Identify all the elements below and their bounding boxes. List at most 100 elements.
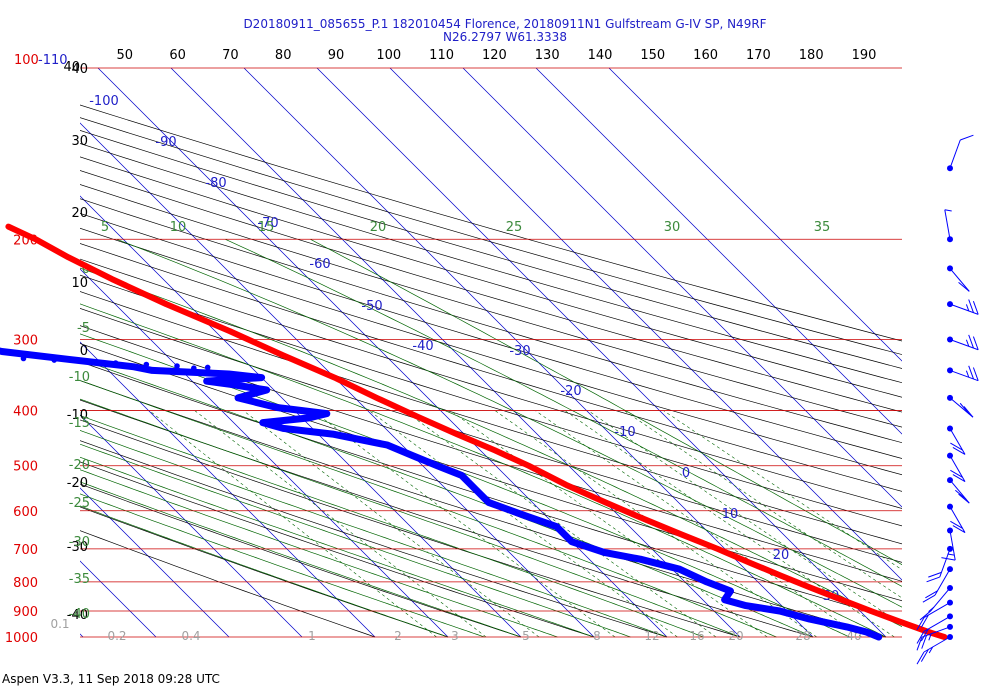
isotherm-label: 0 [682, 466, 690, 481]
isotherm-line [80, 414, 303, 638]
dry-adiabat-line [80, 530, 376, 638]
dry-adiabat-line [80, 419, 741, 638]
moist-adiabat-left-label: -30 [69, 535, 90, 550]
dry-adiabat-line [80, 307, 902, 563]
wind-barb [941, 527, 956, 561]
top-axis-tick-label: 70 [222, 48, 239, 63]
footer-text: Aspen V3.3, 11 Sep 2018 09:28 UTC [2, 672, 220, 686]
moist-adiabat-left-label: 0 [82, 262, 90, 277]
top-axis-labels: 40 50 60 70 80 90 100 110 120 130 140 150 160 170 180 1… [63, 48, 876, 75]
top-axis-tick-label: 60 [169, 48, 186, 63]
chart-title-line1: D20180911_085655_P.1 182010454 Florence,… [243, 17, 766, 31]
isotherm-label: -100 [89, 94, 119, 109]
wind-barbs [916, 134, 979, 665]
dry-adiabat-line [80, 274, 902, 527]
dry-adiabat-line [80, 130, 902, 369]
wind-barb [919, 584, 953, 621]
chart-title-line2: N26.2797 W61.3338 [443, 30, 567, 44]
wind-barb [916, 623, 953, 651]
dry-adiabat-line [80, 156, 902, 398]
dewpoint-point [204, 364, 211, 371]
dewpoint-point [20, 355, 27, 362]
height-tick-label: 10 [71, 276, 88, 291]
wind-barb [922, 566, 953, 603]
moist-adiabat-line [310, 238, 902, 566]
dry-adiabat-label: 15 [258, 220, 275, 235]
top-axis-tick-label: 150 [640, 48, 665, 63]
height-tick-label: -40 [67, 608, 88, 623]
dewpoint-point [82, 358, 88, 365]
dry-adiabat-label: 10 [170, 220, 187, 235]
dry-adiabat-line [80, 461, 595, 638]
top-axis-tick-label: 180 [799, 48, 824, 63]
mixing-ratio-label: 12 [644, 629, 659, 643]
top-axis-tick-label: 80 [275, 48, 292, 63]
isotherm-line [80, 487, 230, 638]
wind-barb [947, 394, 974, 418]
top-axis-tick-label: 140 [588, 48, 613, 63]
dry-adiabat-line [80, 399, 814, 638]
moist-adiabat-left-label: -40 [69, 607, 90, 622]
moist-adiabat-left-label: -20 [69, 458, 90, 473]
isotherm-label: -10 [614, 425, 635, 440]
wind-barb [916, 613, 953, 644]
isotherm-line [608, 68, 902, 362]
dewpoint-point [191, 365, 197, 372]
height-tick-label: -30 [67, 540, 88, 555]
mixing-ratio-label: 2 [394, 629, 402, 643]
isotherm-label: -40 [412, 339, 433, 354]
mixing-ratio-label: 8 [593, 629, 601, 643]
isotherm-label: 20 [773, 548, 790, 563]
isotherm-line [243, 68, 814, 638]
isotherm-line [462, 68, 902, 508]
wind-barb [916, 634, 953, 665]
mixing-ratio-line [450, 410, 768, 638]
mixing-ratio-label: 16 [689, 629, 704, 643]
isotherm-label: -60 [309, 257, 330, 272]
dry-adiabat-line [80, 325, 902, 582]
corner-pressure-label: 100 [14, 53, 39, 68]
wind-barb [947, 365, 979, 382]
dry-adiabat-label: 5 [101, 220, 109, 235]
moist-adiabat-left-label: -15 [69, 416, 90, 431]
wind-barb [947, 334, 979, 351]
top-axis-tick-label: 190 [852, 48, 877, 63]
mixing-ratio-label: 0.4 [181, 629, 200, 643]
isotherm-label: -70 [257, 216, 278, 231]
dry-adiabat-line [80, 343, 902, 602]
pressure-tick-label: 500 [13, 460, 38, 475]
dry-adiabat-line [80, 258, 902, 509]
dry-adiabat-line [80, 213, 902, 459]
top-axis-tick-label: 160 [693, 48, 718, 63]
mixing-ratio-label: 5 [522, 629, 530, 643]
isotherm-line [389, 68, 902, 581]
isotherm-label: -80 [205, 176, 226, 191]
corner-temperature-label: -110 [38, 53, 68, 68]
top-axis-tick-label: 40 [63, 60, 80, 75]
height-tick-label: 40 [71, 62, 88, 77]
mixing-ratio-label: 20 [728, 629, 743, 643]
dry-adiabat-line [80, 506, 449, 638]
isotherm-label: -50 [361, 299, 382, 314]
temperature-trace [5, 223, 948, 640]
top-axis-tick-label: 100 [376, 48, 401, 63]
isotherm-label: 10 [722, 507, 739, 522]
isotherm-lines [80, 68, 902, 638]
top-axis-tick-label: 130 [535, 48, 560, 63]
dry-adiabat-line [80, 184, 902, 428]
isobar-lines [80, 67, 902, 638]
wind-barb [947, 265, 970, 292]
dry-adiabat-line [80, 143, 902, 384]
top-axis-tick-label: 120 [482, 48, 507, 63]
dry-adiabat-label: 35 [814, 220, 831, 235]
moist-adiabat-left-label: -5 [77, 321, 90, 336]
top-axis-tick-label: 110 [429, 48, 454, 63]
mixing-ratio-label: 1 [308, 629, 316, 643]
dry-adiabat-line [80, 243, 902, 492]
dewpoint-point [174, 363, 180, 369]
mixing-ratio-labels: 0.10.2 0.4 1 2 3 5 8 12 16 20 28 40 [50, 617, 861, 643]
mixing-ratio-label: 3 [451, 629, 459, 643]
